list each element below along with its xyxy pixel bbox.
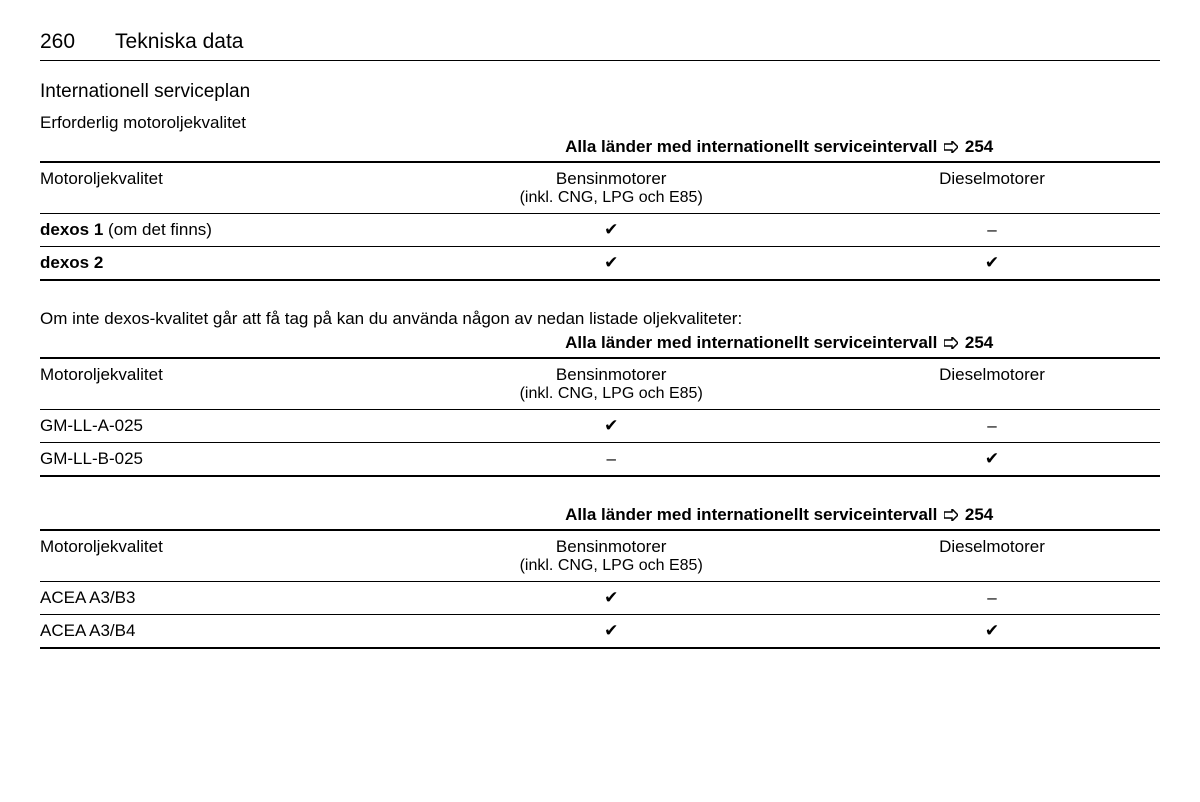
page-header: 260 Tekniska data: [40, 30, 1160, 61]
col2-header-line2: (inkl. CNG, LPG och E85): [398, 557, 824, 575]
table-3: Alla länder med internationellt servicei…: [40, 505, 1160, 649]
cell-diesel: ✔: [824, 247, 1160, 281]
cell-petrol: –: [398, 443, 824, 477]
row-label-bold: dexos 1: [40, 220, 103, 239]
col3-header: Dieselmotorer: [824, 358, 1160, 410]
caption-ref: 254: [965, 137, 993, 156]
cell-petrol: ✔: [398, 247, 824, 281]
table-row: dexos 1 (om det finns) ✔ –: [40, 214, 1160, 247]
page-subtitle: Erforderlig motoroljekvalitet: [40, 113, 1160, 133]
caption-text: Alla länder med internationellt servicei…: [565, 505, 937, 524]
cell-diesel: –: [824, 582, 1160, 615]
col2-header-line1: Bensinmotorer: [556, 169, 667, 188]
table-row: ACEA A3/B3 ✔ –: [40, 582, 1160, 615]
cell-petrol: ✔: [398, 214, 824, 247]
table-row: ACEA A3/B4 ✔ ✔: [40, 615, 1160, 649]
row-label: GM-LL-A-025: [40, 410, 398, 443]
caption-text: Alla länder med internationellt servicei…: [565, 333, 937, 352]
table-caption: Alla länder med internationellt servicei…: [40, 505, 1160, 529]
col2-header-line1: Bensinmotorer: [556, 365, 667, 384]
cell-diesel: –: [824, 410, 1160, 443]
section-title: Tekniska data: [115, 30, 243, 54]
link-arrow-icon: [944, 335, 958, 353]
col2-header-line2: (inkl. CNG, LPG och E85): [398, 385, 824, 403]
table-row: GM-LL-B-025 – ✔: [40, 443, 1160, 477]
caption-ref: 254: [965, 333, 993, 352]
table-2: Alla länder med internationellt servicei…: [40, 333, 1160, 477]
table-caption: Alla länder med internationellt servicei…: [40, 333, 1160, 357]
table-caption: Alla länder med internationellt servicei…: [40, 137, 1160, 161]
col1-header: Motoroljekvalitet: [40, 358, 398, 410]
cell-petrol: ✔: [398, 582, 824, 615]
row-label-bold: dexos 2: [40, 253, 103, 272]
caption-ref: 254: [965, 505, 993, 524]
row-label: GM-LL-B-025: [40, 443, 398, 477]
table-row: GM-LL-A-025 ✔ –: [40, 410, 1160, 443]
col1-header: Motoroljekvalitet: [40, 162, 398, 214]
col3-header: Dieselmotorer: [824, 530, 1160, 582]
note-text: Om inte dexos-kvalitet går att få tag på…: [40, 309, 1160, 329]
cell-diesel: ✔: [824, 443, 1160, 477]
row-label-rest: (om det finns): [103, 220, 212, 239]
col1-header: Motoroljekvalitet: [40, 530, 398, 582]
cell-diesel: ✔: [824, 615, 1160, 649]
table-header-row: Motoroljekvalitet Bensinmotorer (inkl. C…: [40, 358, 1160, 410]
col2-header-line2: (inkl. CNG, LPG och E85): [398, 189, 824, 207]
cell-petrol: ✔: [398, 410, 824, 443]
table-1: Alla länder med internationellt servicei…: [40, 137, 1160, 281]
link-arrow-icon: [944, 139, 958, 157]
col3-header: Dieselmotorer: [824, 162, 1160, 214]
page-title: Internationell serviceplan: [40, 81, 1160, 103]
cell-diesel: –: [824, 214, 1160, 247]
caption-text: Alla länder med internationellt servicei…: [565, 137, 937, 156]
table-header-row: Motoroljekvalitet Bensinmotorer (inkl. C…: [40, 162, 1160, 214]
link-arrow-icon: [944, 507, 958, 525]
table-row: dexos 2 ✔ ✔: [40, 247, 1160, 281]
page-number: 260: [40, 30, 75, 54]
row-label: ACEA A3/B3: [40, 582, 398, 615]
table-header-row: Motoroljekvalitet Bensinmotorer (inkl. C…: [40, 530, 1160, 582]
col2-header-line1: Bensinmotorer: [556, 537, 667, 556]
cell-petrol: ✔: [398, 615, 824, 649]
row-label: ACEA A3/B4: [40, 615, 398, 649]
